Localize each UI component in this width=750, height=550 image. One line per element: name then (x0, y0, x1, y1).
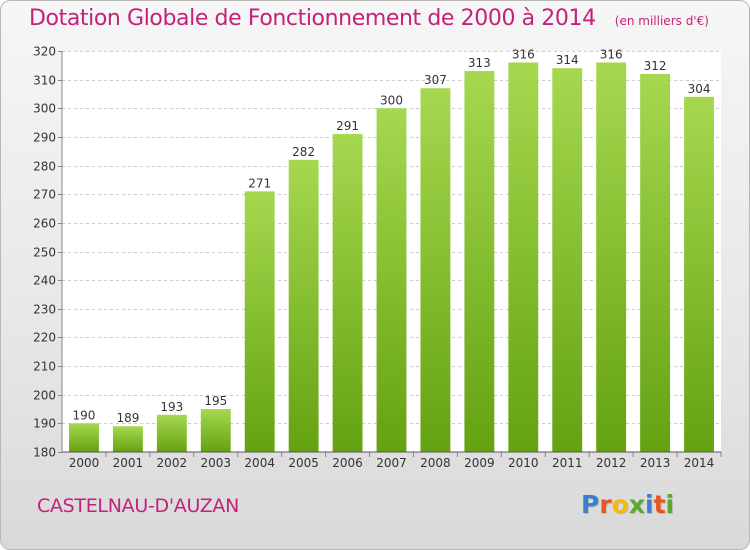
x-tick-label: 2005 (288, 456, 319, 470)
logo-letter: r (599, 490, 612, 519)
bar (244, 191, 275, 452)
y-tick-label: 200 (33, 389, 56, 403)
bar-value-label: 300 (380, 93, 403, 107)
bar-value-label: 195 (204, 394, 227, 408)
grid-lines (62, 51, 721, 424)
bar (684, 96, 714, 452)
bar-value-label: 193 (160, 400, 183, 414)
bar (464, 71, 495, 453)
x-tick-label: 2009 (464, 456, 495, 470)
y-tick-label: 320 (33, 45, 56, 59)
bar-value-label: 316 (512, 47, 535, 61)
bar-value-label: 312 (644, 59, 667, 73)
y-axis-ticks: 180 190 200 210 220 230 240 250 260 270 280 290 300 3… (33, 45, 62, 460)
x-tick-label: 2014 (684, 456, 715, 470)
bar-value-label: 316 (600, 47, 623, 61)
x-tick-label: 2010 (508, 456, 539, 470)
bar (69, 423, 99, 452)
proxiti-logo: Proxiti (581, 490, 674, 519)
y-tick-label: 240 (33, 274, 56, 288)
bar-value-label: 189 (116, 411, 139, 425)
y-tick-label: 300 (33, 102, 56, 116)
logo-letter: i (645, 490, 654, 519)
x-tick-label: 2002 (157, 456, 188, 470)
x-axis-ticks: 2000 2001 2002 2003 2004 2005 2006 2007 2008 2009… (69, 452, 722, 470)
x-tick-label: 2008 (420, 456, 451, 470)
y-tick-label: 230 (33, 303, 56, 317)
commune-name: CASTELNAU-D'AUZAN (37, 495, 240, 517)
y-tick-label: 180 (33, 446, 56, 460)
bars: 190 189 193 195 271 282 291 300 307 313 316 314 316 3… (69, 47, 714, 453)
bar (508, 62, 539, 452)
x-tick-label: 2013 (640, 456, 671, 470)
bar-value-label: 271 (248, 176, 271, 190)
logo-letter: P (581, 490, 600, 519)
bar-value-label: 314 (556, 53, 579, 67)
bar-value-label: 304 (688, 82, 711, 96)
bar (332, 134, 363, 453)
y-tick-label: 310 (33, 74, 56, 88)
bar (420, 88, 451, 452)
bar-value-label: 313 (468, 56, 491, 70)
bar (376, 108, 407, 453)
bar-value-label: 307 (424, 73, 447, 87)
y-tick-label: 210 (33, 360, 56, 374)
title-row: Dotation Globale de Fonctionnement de 20… (29, 6, 709, 31)
bar (288, 159, 319, 453)
logo-letter: o (611, 490, 629, 519)
y-tick-label: 260 (33, 217, 56, 231)
bar (112, 426, 143, 452)
x-tick-label: 2012 (596, 456, 627, 470)
y-tick-label: 250 (33, 246, 56, 260)
x-tick-label: 2000 (69, 456, 100, 470)
logo-letter: i (665, 490, 675, 519)
bar (156, 414, 187, 452)
bar (552, 68, 583, 452)
logo-letter: x (628, 490, 645, 519)
bar-value-label: 190 (73, 408, 96, 422)
y-tick-label: 280 (33, 160, 56, 174)
chart-unit: (en milliers d'€) (614, 14, 709, 28)
x-tick-label: 2003 (200, 456, 231, 470)
y-tick-label: 290 (33, 131, 56, 145)
x-tick-label: 2001 (113, 456, 144, 470)
chart-title: Dotation Globale de Fonctionnement de 20… (29, 6, 596, 31)
bar (596, 62, 627, 452)
y-tick-label: 190 (33, 417, 56, 431)
bar-value-label: 282 (292, 145, 315, 159)
x-tick-label: 2011 (552, 456, 583, 470)
bar-value-label: 291 (336, 119, 359, 133)
bar (200, 409, 231, 452)
y-tick-label: 220 (33, 331, 56, 345)
x-tick-label: 2004 (244, 456, 275, 470)
y-tick-label: 270 (33, 188, 56, 202)
x-tick-label: 2007 (376, 456, 407, 470)
bar (640, 73, 671, 453)
x-tick-label: 2006 (332, 456, 363, 470)
logo-letter: t (653, 490, 666, 519)
